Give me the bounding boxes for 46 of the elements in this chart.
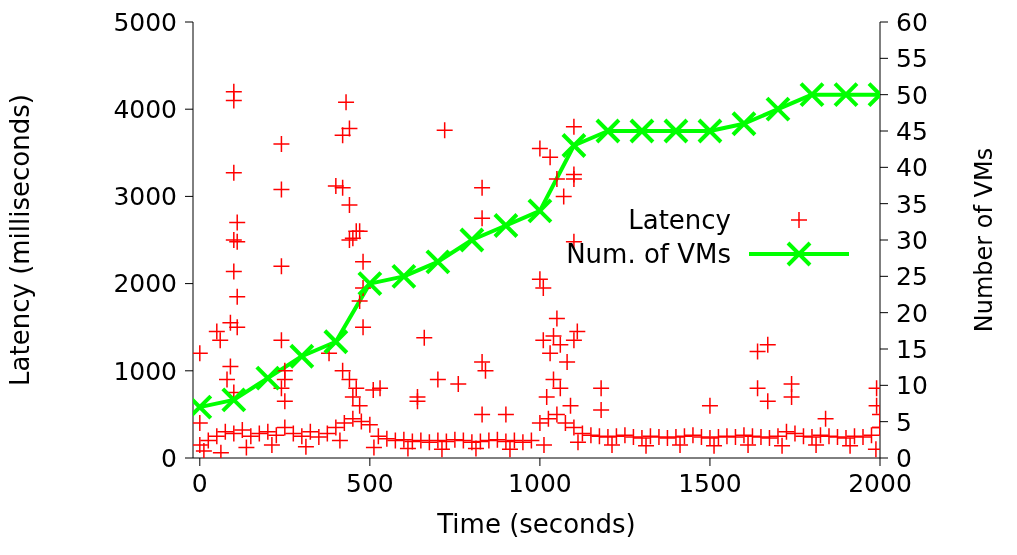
y2-tick-label: 60 [896, 7, 928, 37]
y2-tick-label: 10 [896, 371, 928, 401]
y-tick-label: 3000 [113, 182, 177, 212]
y2-tick-label: 35 [896, 189, 928, 219]
point [560, 132, 587, 159]
point [594, 118, 621, 144]
y2-tick-label: 40 [896, 153, 928, 183]
y-tick-label: 5000 [113, 7, 177, 37]
y-tick-label: 0 [161, 443, 177, 473]
y2-tick-label: 15 [896, 334, 928, 364]
legend-label: Latency [628, 205, 731, 235]
point [798, 81, 825, 108]
y2-axis-title: Number of VMs [969, 147, 998, 333]
y2-tick-label: 45 [896, 116, 928, 146]
y2-tick-label: 55 [896, 44, 928, 74]
y-tick-label: 1000 [113, 356, 177, 386]
x-axis-title: Time (seconds) [436, 509, 636, 539]
legend-label: Num. of VMs [566, 239, 731, 269]
point [492, 212, 519, 239]
point [730, 110, 757, 137]
x-tick-label: 0 [191, 468, 208, 498]
point [832, 81, 859, 108]
point [254, 365, 281, 392]
y2-tick-label: 25 [896, 262, 928, 292]
point [288, 343, 315, 370]
point [764, 96, 791, 123]
y-axis-title: Latency (milliseconds) [5, 94, 36, 386]
point [390, 263, 417, 290]
point [220, 386, 247, 413]
point [662, 118, 689, 144]
x-tick-label: 1500 [678, 468, 742, 498]
point [322, 328, 349, 355]
y-tick-label: 4000 [113, 95, 177, 125]
y2-tick-label: 30 [896, 225, 928, 255]
point [696, 118, 723, 144]
y2-tick-label: 50 [896, 80, 928, 110]
point [356, 270, 383, 297]
point [526, 197, 553, 224]
y2-tick-label: 20 [896, 298, 928, 328]
point [424, 248, 451, 275]
x-tick-label: 500 [345, 468, 394, 498]
point [458, 227, 485, 253]
y-tick-label: 2000 [113, 269, 177, 299]
x-tick-label: 1000 [508, 468, 572, 498]
point [628, 118, 655, 144]
y2-tick-label: 5 [896, 407, 912, 437]
